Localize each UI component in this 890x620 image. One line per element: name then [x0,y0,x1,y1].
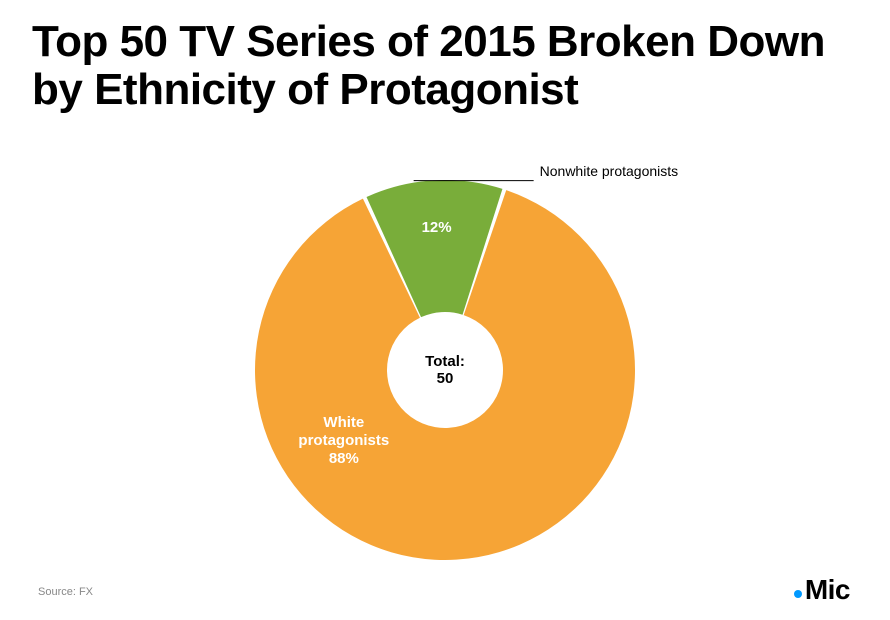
center-label-top: Total: [425,353,465,370]
source-text: Source: FX [38,586,93,598]
donut-chart: Total: 50 12% Whiteprotagonists88% Nonwhi… [0,160,890,580]
logo-dot-icon [794,590,802,598]
callout-text: Nonwhite protagonists [540,163,679,179]
center-label-bottom: 50 [425,370,465,387]
slice-label: 12% [422,219,452,237]
chart-title: Top 50 TV Series of 2015 Broken Down by … [32,18,858,115]
logo-text: Mic [805,574,850,605]
logo: Mic [794,574,850,606]
center-label: Total: 50 [425,353,465,388]
slice-label: Whiteprotagonists88% [298,414,389,468]
